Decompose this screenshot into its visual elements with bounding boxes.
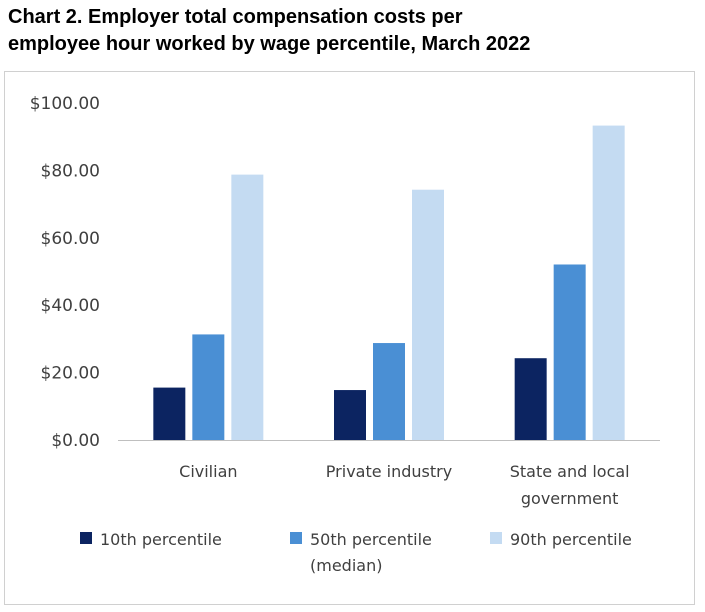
chart-title-line-2: employee hour worked by wage percentile,… [8,33,531,55]
legend-swatch-50th-percentile [290,532,302,544]
bar-civilian-90th-percentile [231,174,264,441]
bar-state-and-local-government-90th-percentile [592,125,625,440]
x-category-label: government [521,489,619,508]
legend-label-10th-percentile: 10th percentile [100,530,222,549]
bar-civilian-10th-percentile [153,387,186,440]
legend-swatch-10th-percentile [80,532,92,544]
bar-state-and-local-government-50th-percentile [553,264,586,440]
legend-swatch-90th-percentile [490,532,502,544]
chart-title: Chart 2. Employer total compensation cos… [8,4,698,58]
y-tick-label: $40.00 [41,296,100,316]
bar-private-industry-10th-percentile [334,390,366,440]
chart-frame [4,71,695,605]
bar-private-industry-50th-percentile [373,343,405,440]
y-tick-label: $100.00 [30,94,100,114]
legend-label-90th-percentile: 90th percentile [510,530,632,549]
y-tick-label: $80.00 [41,161,100,181]
legend-label-50th-percentile: 50th percentile [310,530,432,549]
x-category-label: Civilian [179,462,237,481]
y-tick-label: $0.00 [51,431,100,451]
chart-title-line-1: Chart 2. Employer total compensation cos… [8,6,463,28]
x-category-label: State and local [510,462,630,481]
bar-state-and-local-government-10th-percentile [514,358,547,440]
bar-private-industry-90th-percentile [412,189,444,440]
legend-label-50th-percentile: (median) [310,556,382,575]
bar-civilian-50th-percentile [192,334,225,440]
y-tick-label: $60.00 [41,229,100,249]
x-category-label: Private industry [326,462,452,481]
y-tick-label: $20.00 [41,364,100,384]
